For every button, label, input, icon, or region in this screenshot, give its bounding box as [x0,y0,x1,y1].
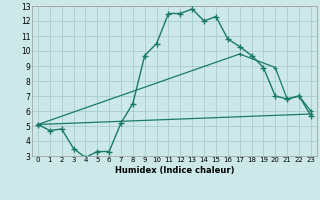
X-axis label: Humidex (Indice chaleur): Humidex (Indice chaleur) [115,166,234,175]
